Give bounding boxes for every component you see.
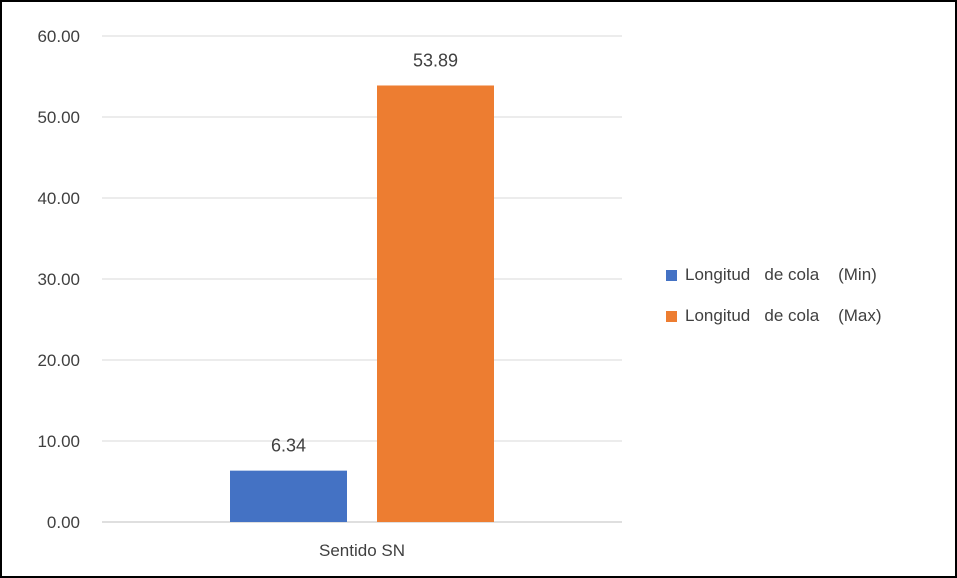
x-category-label: Sentido SN (319, 541, 405, 560)
legend-swatch-min (666, 269, 677, 281)
bar-min (230, 470, 347, 522)
data-label-max: 53.89 (413, 50, 458, 70)
legend-label-min: Longitud de cola (Min) (685, 265, 877, 284)
y-tick-label: 20.00 (37, 351, 80, 370)
legend-item-max: Longitud de cola (Max) (666, 301, 882, 331)
y-tick-label: 40.00 (37, 189, 80, 208)
y-tick-label: 0.00 (47, 513, 80, 532)
legend-item-min: Longitud de cola (Min) (666, 260, 882, 290)
y-tick-label: 10.00 (37, 432, 80, 451)
legend-swatch-max (666, 310, 677, 322)
legend: Longitud de cola (Min) Longitud de cola … (666, 260, 882, 342)
bar-max (377, 85, 494, 522)
legend-label-max: Longitud de cola (Max) (685, 306, 882, 325)
y-tick-label: 30.00 (37, 270, 80, 289)
data-label-min: 6.34 (271, 436, 306, 456)
y-tick-label: 60.00 (37, 27, 80, 46)
y-tick-label: 50.00 (37, 108, 80, 127)
